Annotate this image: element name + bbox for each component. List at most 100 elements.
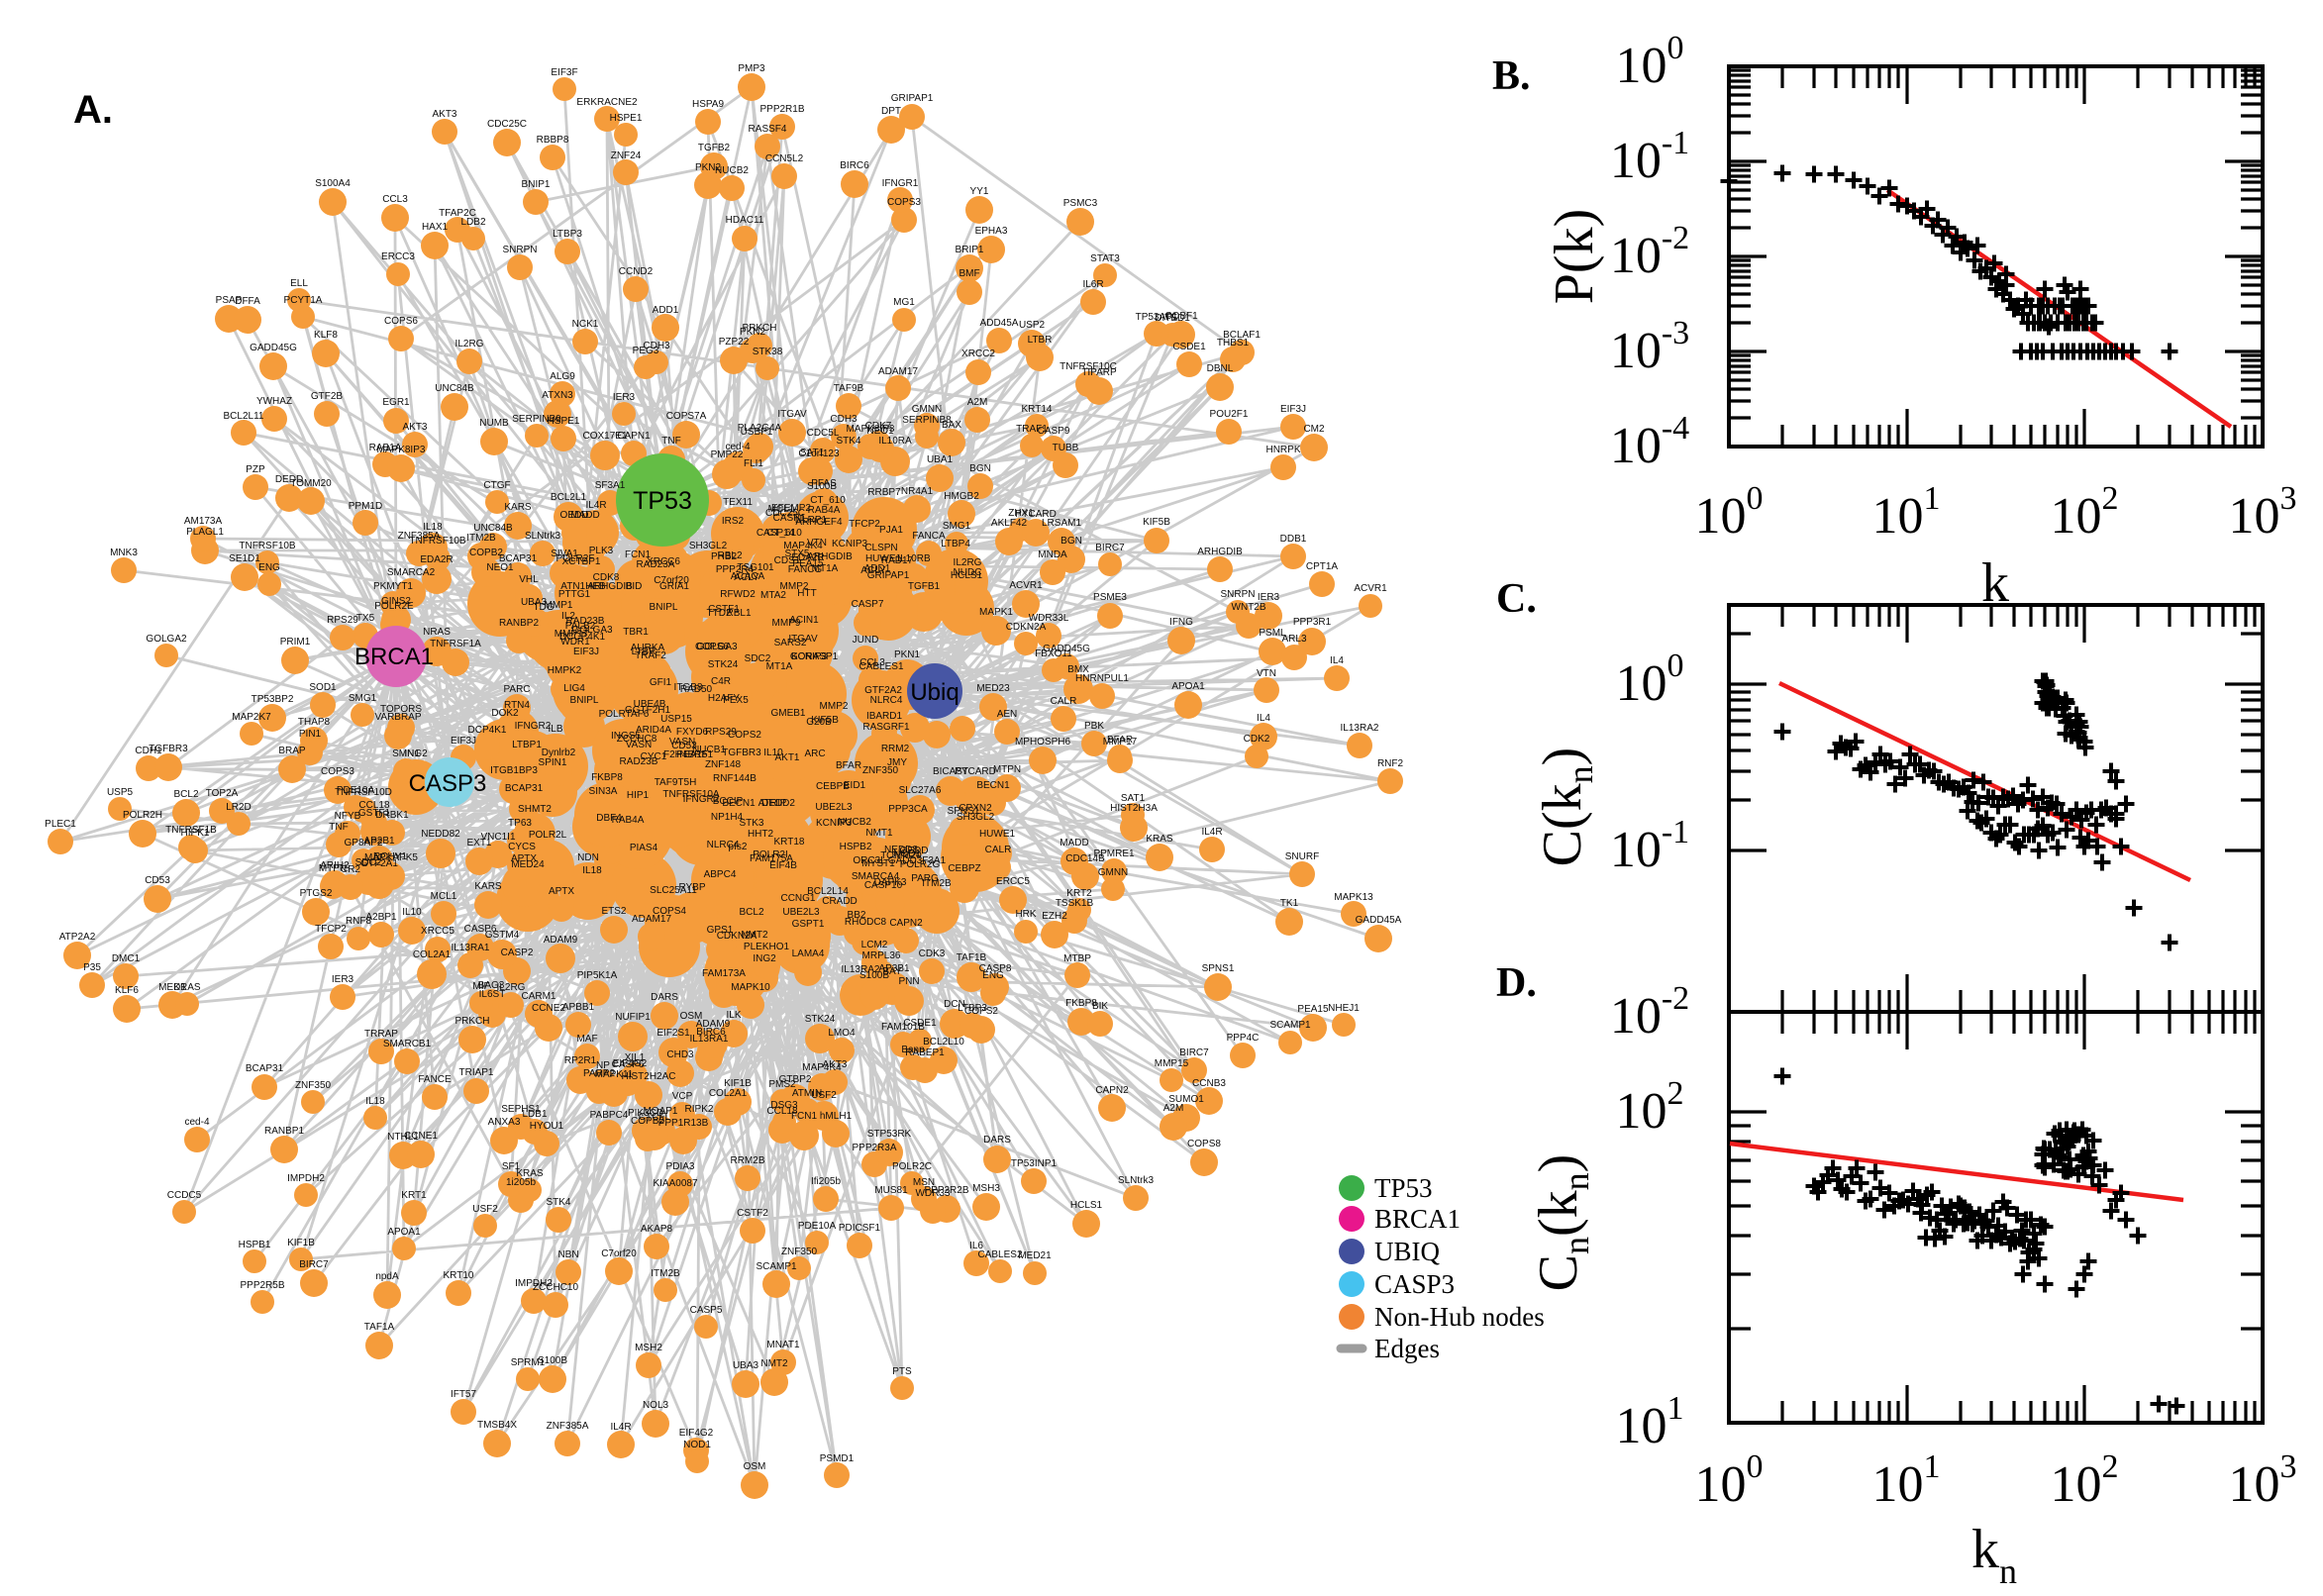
svg-text:SHMT2: SHMT2 [518, 804, 552, 815]
svg-text:TIPARP: TIPARP [1081, 367, 1117, 378]
svg-text:UBIQ: UBIQ [1374, 1237, 1440, 1266]
svg-text:TBR1: TBR1 [623, 627, 649, 638]
svg-text:BID: BID [626, 581, 643, 592]
svg-text:IL6: IL6 [969, 1241, 983, 1251]
svg-text:CASP3: CASP3 [409, 770, 487, 797]
svg-text:1i205b: 1i205b [506, 1177, 536, 1188]
svg-text:NMT2: NMT2 [760, 1358, 788, 1369]
svg-text:HMPK2: HMPK2 [548, 665, 582, 676]
svg-text:CSDE1: CSDE1 [903, 1018, 937, 1029]
svg-text:ATXN3: ATXN3 [542, 390, 573, 401]
svg-text:PEA15: PEA15 [792, 558, 824, 569]
svg-text:PHB2: PHB2 [711, 551, 738, 562]
svg-text:BCL2L10: BCL2L10 [923, 1037, 964, 1047]
svg-text:IER3: IER3 [332, 974, 354, 985]
svg-text:SIVA1: SIVA1 [551, 549, 578, 559]
svg-text:ADD45A: ADD45A [980, 318, 1019, 329]
svg-text:CASP8: CASP8 [979, 963, 1012, 974]
svg-text:ZCCHC10: ZCCHC10 [533, 1282, 579, 1293]
svg-text:TNFRSF10A: TNFRSF10A [662, 789, 720, 800]
svg-text:Non-Hub nodes: Non-Hub nodes [1374, 1302, 1545, 1332]
svg-text:ZNF385A: ZNF385A [398, 531, 441, 542]
svg-text:TAF1B: TAF1B [957, 952, 987, 963]
svg-text:BNIPL: BNIPL [570, 695, 599, 706]
svg-text:MTPN: MTPN [319, 863, 347, 874]
svg-text:BCL2: BCL2 [173, 789, 198, 800]
svg-text:CCNE1: CCNE1 [404, 1131, 438, 1142]
svg-text:IL2RG: IL2RG [954, 557, 982, 568]
svg-text:TNFRSF10B: TNFRSF10B [239, 541, 296, 551]
svg-text:MSH2: MSH2 [635, 1343, 662, 1353]
svg-text:CYC1: CYC1 [641, 751, 667, 762]
svg-text:DCP4K1: DCP4K1 [468, 725, 507, 736]
svg-text:TFCP2: TFCP2 [315, 924, 347, 935]
svg-text:KLF6: KLF6 [115, 985, 139, 996]
svg-text:CDH3: CDH3 [830, 414, 858, 425]
svg-text:HSPA9: HSPA9 [692, 99, 724, 110]
svg-text:AKAP8: AKAP8 [641, 1224, 673, 1235]
svg-text:CCDC5: CCDC5 [167, 1190, 202, 1201]
svg-text:SNURF: SNURF [1285, 851, 1319, 862]
svg-text:TNFRSF10B: TNFRSF10B [409, 536, 466, 547]
svg-text:TSSK1B: TSSK1B [1056, 898, 1094, 909]
svg-text:CSTF2: CSTF2 [737, 1208, 768, 1219]
svg-text:MCL1: MCL1 [768, 504, 795, 515]
svg-text:BIRC7: BIRC7 [1179, 1047, 1209, 1058]
svg-text:TFCP2: TFCP2 [849, 519, 880, 530]
svg-text:CDKN2A: CDKN2A [1006, 622, 1047, 633]
svg-text:TP53BP2: TP53BP2 [252, 694, 294, 705]
svg-text:FAM101B: FAM101B [881, 1022, 925, 1033]
svg-text:ITGB1BP3: ITGB1BP3 [490, 765, 538, 776]
svg-text:GRIA1: GRIA1 [659, 581, 689, 592]
svg-text:CAPN2: CAPN2 [889, 918, 923, 929]
svg-text:MMP15: MMP15 [1155, 1058, 1189, 1069]
svg-text:FCN1: FCN1 [625, 549, 652, 560]
svg-text:PPP2R1B: PPP2R1B [759, 104, 804, 115]
svg-text:LTBR: LTBR [1028, 335, 1053, 346]
svg-text:G20B: G20B [806, 717, 832, 728]
svg-text:CABLES2: CABLES2 [977, 1249, 1022, 1260]
svg-text:ERKRACNE2: ERKRACNE2 [576, 97, 638, 108]
svg-text:PZP22: PZP22 [719, 337, 750, 348]
svg-text:NHEJ1: NHEJ1 [1328, 1003, 1360, 1014]
svg-text:SUMO1: SUMO1 [1168, 1094, 1204, 1105]
svg-text:IL13RA2: IL13RA2 [842, 964, 880, 975]
svg-text:FBXO11: FBXO11 [1035, 648, 1072, 659]
svg-text:NLRP1: NLRP1 [795, 515, 828, 526]
svg-text:UBE2L3: UBE2L3 [782, 907, 820, 918]
svg-text:MMP2: MMP2 [780, 581, 809, 592]
svg-text:PLEKHO1: PLEKHO1 [744, 942, 790, 952]
svg-text:COX17E1: COX17E1 [582, 431, 627, 442]
svg-text:SE1D1: SE1D1 [229, 553, 260, 564]
svg-text:BICAST: BICAST [933, 766, 968, 777]
svg-text:EGR1: EGR1 [382, 397, 410, 408]
svg-text:NEO1: NEO1 [486, 562, 514, 573]
svg-text:POLRTAF6: POLRTAF6 [599, 709, 650, 720]
svg-text:SERPINB9: SERPINB9 [512, 414, 561, 425]
svg-text:BECN1: BECN1 [722, 798, 756, 809]
svg-text:GSTF1: GSTF1 [358, 808, 391, 819]
svg-text:SLC27A6: SLC27A6 [899, 785, 942, 796]
svg-text:CASP7: CASP7 [852, 599, 884, 610]
svg-text:SPNS1: SPNS1 [948, 806, 980, 817]
svg-text:MYST1: MYST1 [861, 858, 895, 869]
svg-text:IL10: IL10 [763, 748, 783, 758]
svg-text:SLNtrk3: SLNtrk3 [1118, 1175, 1155, 1186]
svg-text:IRS2: IRS2 [722, 516, 745, 527]
svg-text:TP63: TP63 [508, 818, 532, 829]
svg-text:GFI1: GFI1 [650, 677, 672, 688]
svg-text:ZNF24: ZNF24 [611, 150, 642, 161]
svg-text:KCNIP3: KCNIP3 [816, 818, 853, 829]
svg-text:CD53: CD53 [671, 741, 697, 751]
svg-text:IL4: IL4 [1257, 713, 1270, 724]
svg-text:BCCIP: BCCIP [713, 796, 744, 807]
svg-text:RAD23A: RAD23A [637, 559, 675, 570]
svg-text:GP8AP2: GP8AP2 [345, 838, 383, 848]
svg-text:CRADD: CRADD [822, 896, 858, 907]
svg-text:HUWE1: HUWE1 [865, 553, 902, 564]
svg-text:PPP2R2B: PPP2R2B [924, 1185, 968, 1196]
svg-text:RAB4A: RAB4A [808, 505, 841, 516]
svg-text:PRKCH: PRKCH [742, 323, 776, 334]
svg-text:PRKCH: PRKCH [454, 1016, 489, 1027]
svg-text:FAM173A: FAM173A [702, 968, 746, 979]
